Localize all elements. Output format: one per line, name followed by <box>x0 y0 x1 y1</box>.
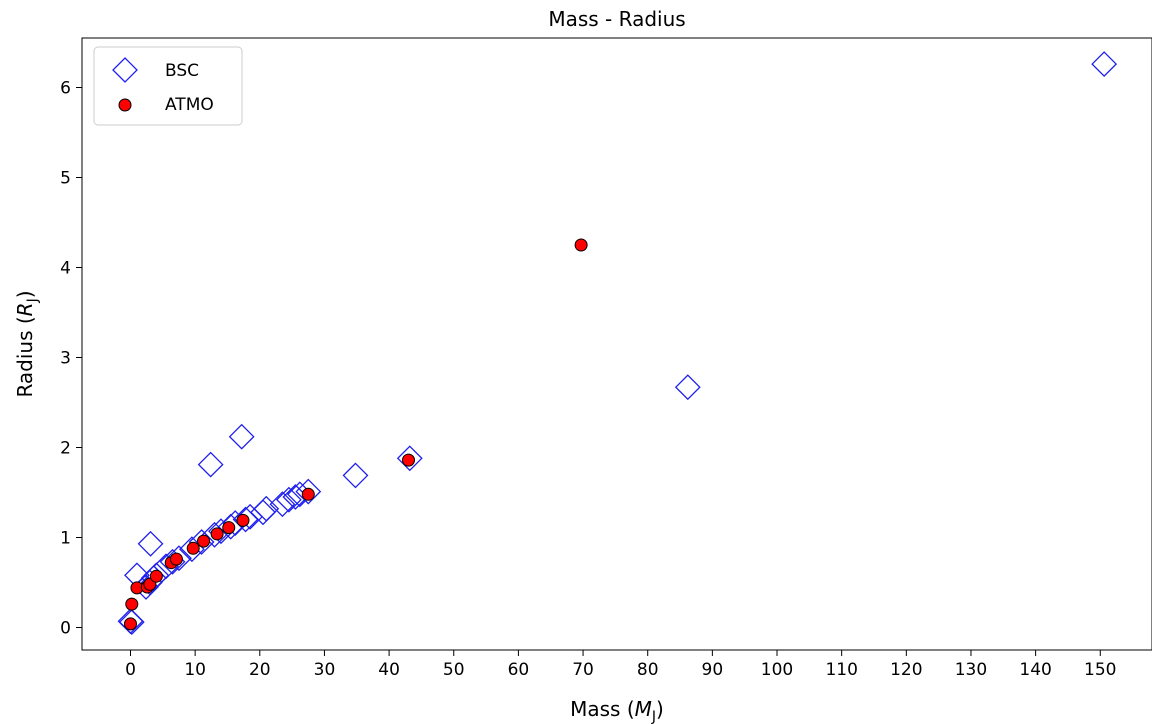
data-point-atmo <box>574 238 588 252</box>
x-axis-ticks: 0 10 20 30 40 50 60 70 80 90 100 110 120 130 140 150 <box>125 650 1117 680</box>
y-tick-label: 4 <box>60 259 71 279</box>
data-point-bsc <box>197 451 224 478</box>
x-tick-label: 50 <box>443 660 465 680</box>
x-tick-label: 0 <box>125 660 136 680</box>
series-bsc <box>117 51 1118 636</box>
data-point-atmo <box>123 617 137 631</box>
data-point-bsc <box>275 486 302 513</box>
data-point-atmo <box>301 487 315 501</box>
data-point-atmo <box>236 513 250 527</box>
y-tick-label: 1 <box>60 529 71 549</box>
data-point-atmo <box>149 569 163 583</box>
data-point-bsc <box>143 562 170 589</box>
y-tick-label: 5 <box>60 169 71 189</box>
data-point-atmo <box>401 453 415 467</box>
x-tick-label: 90 <box>702 660 724 680</box>
data-point-atmo <box>197 534 211 548</box>
data-points <box>117 51 1118 636</box>
x-tick-label: 100 <box>761 660 793 680</box>
x-tick-label: 10 <box>184 660 206 680</box>
legend-label-atmo: ATMO <box>165 95 214 115</box>
plot-area <box>81 37 1152 651</box>
data-point-bsc <box>188 529 215 555</box>
x-tick-label: 120 <box>890 660 922 680</box>
x-tick-label: 140 <box>1019 660 1051 680</box>
y-tick-label: 3 <box>60 349 71 369</box>
chart-title: Mass - Radius <box>548 7 685 31</box>
y-axis-ticks: 0 1 2 3 4 5 6 <box>60 79 82 639</box>
y-axis-label: Radius (RJ) <box>13 290 41 397</box>
legend-label-bsc: BSC <box>165 61 199 81</box>
y-tick-label: 6 <box>60 79 71 99</box>
data-point-atmo <box>186 541 200 555</box>
data-point-atmo <box>169 552 183 566</box>
data-point-bsc <box>396 445 423 472</box>
data-point-bsc <box>269 491 296 518</box>
data-point-bsc <box>674 374 701 401</box>
x-tick-label: 110 <box>825 660 857 680</box>
data-point-bsc <box>228 423 255 450</box>
y-tick-label: 2 <box>60 439 71 459</box>
data-point-bsc <box>253 495 280 522</box>
legend-marker-atmo-shape <box>118 98 132 112</box>
x-tick-label: 130 <box>955 660 987 680</box>
x-tick-label: 20 <box>249 660 271 680</box>
legend-marker-atmo <box>118 98 132 112</box>
legend-marker-bsc <box>112 57 138 83</box>
data-point-atmo <box>210 527 224 541</box>
data-point-bsc <box>295 478 322 505</box>
legend-marker-bsc-shape <box>112 57 138 83</box>
legend: BSC ATMO <box>93 46 243 126</box>
data-point-bsc <box>118 609 145 636</box>
x-axis-label: Mass (MJ) <box>570 697 664 724</box>
data-point-atmo <box>222 521 236 535</box>
data-point-bsc <box>1091 51 1118 78</box>
series-atmo <box>123 238 588 631</box>
x-tick-label: 70 <box>572 660 594 680</box>
x-tick-label: 80 <box>637 660 659 680</box>
data-point-atmo <box>125 597 139 611</box>
data-point-bsc <box>166 545 192 572</box>
y-tick-label: 0 <box>60 619 71 639</box>
x-tick-label: 30 <box>314 660 336 680</box>
x-tick-label: 150 <box>1084 660 1116 680</box>
x-tick-label: 60 <box>508 660 530 680</box>
x-tick-label: 40 <box>378 660 400 680</box>
data-point-bsc <box>342 462 369 489</box>
data-point-bsc <box>137 530 164 557</box>
